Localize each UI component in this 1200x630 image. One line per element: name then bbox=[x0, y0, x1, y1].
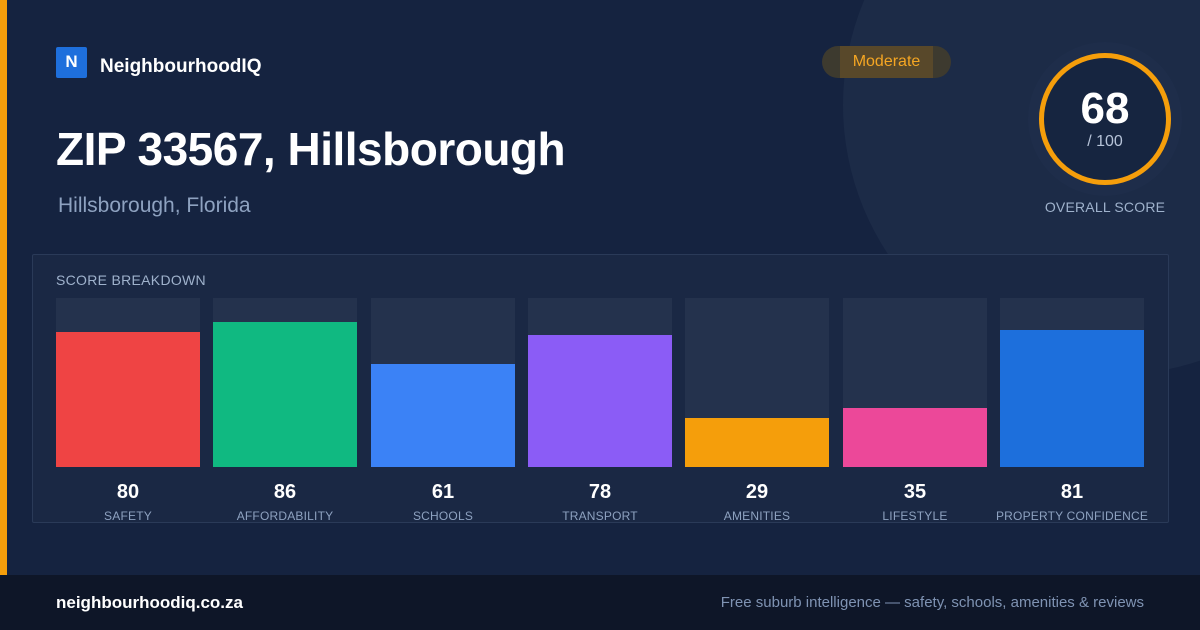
bar-track bbox=[843, 298, 987, 467]
overall-score-max: / 100 bbox=[1087, 133, 1123, 150]
overall-score-ring: 68 / 100 bbox=[1028, 42, 1182, 196]
brand: N NeighbourhoodIQ bbox=[56, 46, 261, 78]
bar-fill bbox=[56, 332, 200, 467]
breakdown-bar-property-confidence: 81 PROPERTY CONFIDENCE bbox=[996, 298, 1148, 524]
bar-value: 80 bbox=[116, 481, 140, 503]
bar-fill bbox=[1000, 330, 1144, 467]
bar-value: 86 bbox=[273, 481, 297, 503]
bar-track bbox=[685, 298, 829, 467]
bar-label: AMENITIES bbox=[723, 509, 791, 523]
bar-track bbox=[56, 298, 200, 467]
bar-label: PROPERTY CONFIDENCE bbox=[995, 509, 1149, 523]
breakdown-heading: SCORE BREAKDOWN bbox=[56, 272, 206, 288]
rating-badge-label: Moderate bbox=[852, 53, 921, 70]
page-title: ZIP 33567, Hillsborough bbox=[56, 123, 566, 175]
breakdown-bar-lifestyle: 35 LIFESTYLE bbox=[843, 298, 987, 524]
bar-value: 35 bbox=[903, 481, 927, 503]
bar-track bbox=[371, 298, 515, 467]
breakdown-bar-safety: 80 SAFETY bbox=[56, 298, 200, 524]
bar-fill bbox=[213, 322, 357, 467]
bar-fill bbox=[371, 364, 515, 467]
bar-label: AFFORDABILITY bbox=[236, 509, 334, 523]
share-card: N NeighbourhoodIQ ZIP 33567, Hillsboroug… bbox=[0, 0, 1182, 575]
bar-label: TRANSPORT bbox=[562, 509, 638, 523]
footer: neighbourhoodiq.co.za Free suburb intell… bbox=[0, 575, 1200, 630]
score-breakdown-panel: SCORE BREAKDOWN 80 SAFETY 86 AFFORDABILITY 6… bbox=[32, 254, 1169, 523]
overall-score-caption: OVERALL SCORE bbox=[1044, 199, 1166, 215]
bar-label: SCHOOLS bbox=[412, 509, 474, 523]
bar-label: LIFESTYLE bbox=[882, 509, 948, 523]
overall-score-gauge: 68 / 100 bbox=[1039, 53, 1171, 185]
rating-badge: Moderate bbox=[822, 46, 951, 78]
bar-fill bbox=[843, 408, 987, 467]
brand-name: NeighbourhoodIQ bbox=[100, 56, 262, 77]
footer-url: neighbourhoodiq.co.za bbox=[56, 593, 243, 612]
brand-logo-icon: N bbox=[56, 46, 87, 78]
overall-score-value: 68 bbox=[1080, 84, 1130, 133]
accent-bar bbox=[0, 0, 7, 575]
bar-track bbox=[528, 298, 672, 467]
bar-track bbox=[1000, 298, 1144, 467]
bar-track bbox=[213, 298, 357, 467]
breakdown-bar-schools: 61 SCHOOLS bbox=[371, 298, 515, 524]
bar-label: SAFETY bbox=[104, 509, 152, 523]
footer-tagline: Free suburb intelligence — safety, schoo… bbox=[720, 594, 1144, 611]
bar-value: 78 bbox=[588, 481, 612, 503]
bar-fill bbox=[528, 335, 672, 467]
breakdown-bar-affordability: 86 AFFORDABILITY bbox=[213, 298, 357, 524]
bar-value: 29 bbox=[745, 481, 769, 503]
bar-value: 61 bbox=[431, 481, 455, 503]
page-subtitle: Hillsborough, Florida bbox=[58, 194, 251, 217]
breakdown-bar-amenities: 29 AMENITIES bbox=[685, 298, 829, 524]
bar-value: 81 bbox=[1060, 481, 1084, 503]
breakdown-bar-transport: 78 TRANSPORT bbox=[528, 298, 672, 524]
bar-fill bbox=[685, 418, 829, 467]
